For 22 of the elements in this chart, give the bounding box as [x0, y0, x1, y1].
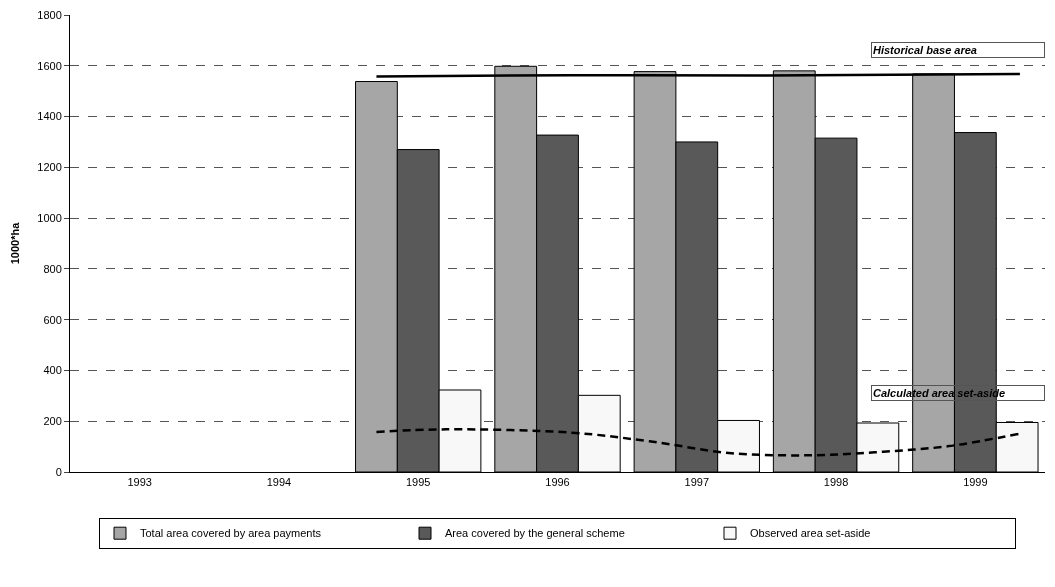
y-tick-label: 1600	[37, 59, 62, 72]
y-tick-label: 1400	[37, 110, 62, 123]
legend-label: Area covered by the general scheme	[445, 527, 625, 540]
x-tick-label: 1998	[823, 476, 849, 489]
x-tick-label: 1997	[684, 476, 710, 489]
y-tick-label: 600	[43, 313, 62, 326]
y-tick-label: 1000	[37, 211, 62, 224]
y-tick-label: 1800	[37, 8, 62, 21]
y-tick-label: 200	[43, 415, 62, 428]
x-tick-label: 1999	[963, 476, 988, 489]
x-tick-label: 1996	[545, 476, 570, 489]
y-axis-title: 1000*ha	[8, 221, 21, 265]
annotation: Historical base area	[873, 44, 977, 56]
y-tick-label: 1200	[37, 161, 62, 174]
x-tick-label: 1993	[127, 476, 152, 489]
legend-label: Observed area set-aside	[750, 527, 871, 540]
y-tick-label: 800	[43, 262, 62, 275]
x-tick-label: 1995	[405, 476, 431, 489]
legend-label: Total area covered by area payments	[140, 527, 322, 540]
x-tick-label: 1994	[266, 476, 292, 489]
y-tick-label: 0	[55, 465, 62, 478]
y-tick-label: 400	[43, 364, 62, 377]
